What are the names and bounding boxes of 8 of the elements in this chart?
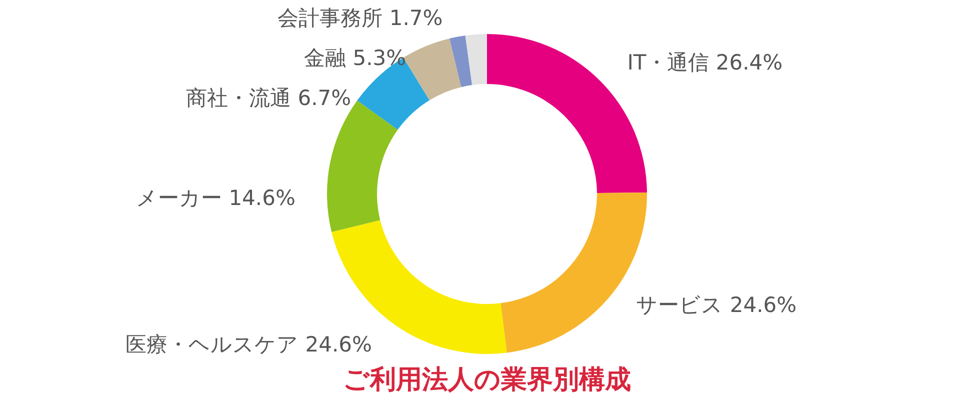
text: ご利用法人の業界別構成	[343, 365, 631, 395]
slice-label: 医療・ヘルスケア 24.6%	[126, 332, 372, 357]
slice-label: サービス 24.6%	[636, 293, 797, 317]
slice-label: 商社・流通 6.7%	[186, 86, 352, 110]
slice-label: 金融 5.3%	[304, 46, 406, 70]
slice-label: IT・通信 26.4%	[627, 50, 783, 75]
slice-label: 会計事務所 1.7%	[278, 6, 443, 30]
slice-label: メーカー 14.6%	[136, 186, 296, 210]
